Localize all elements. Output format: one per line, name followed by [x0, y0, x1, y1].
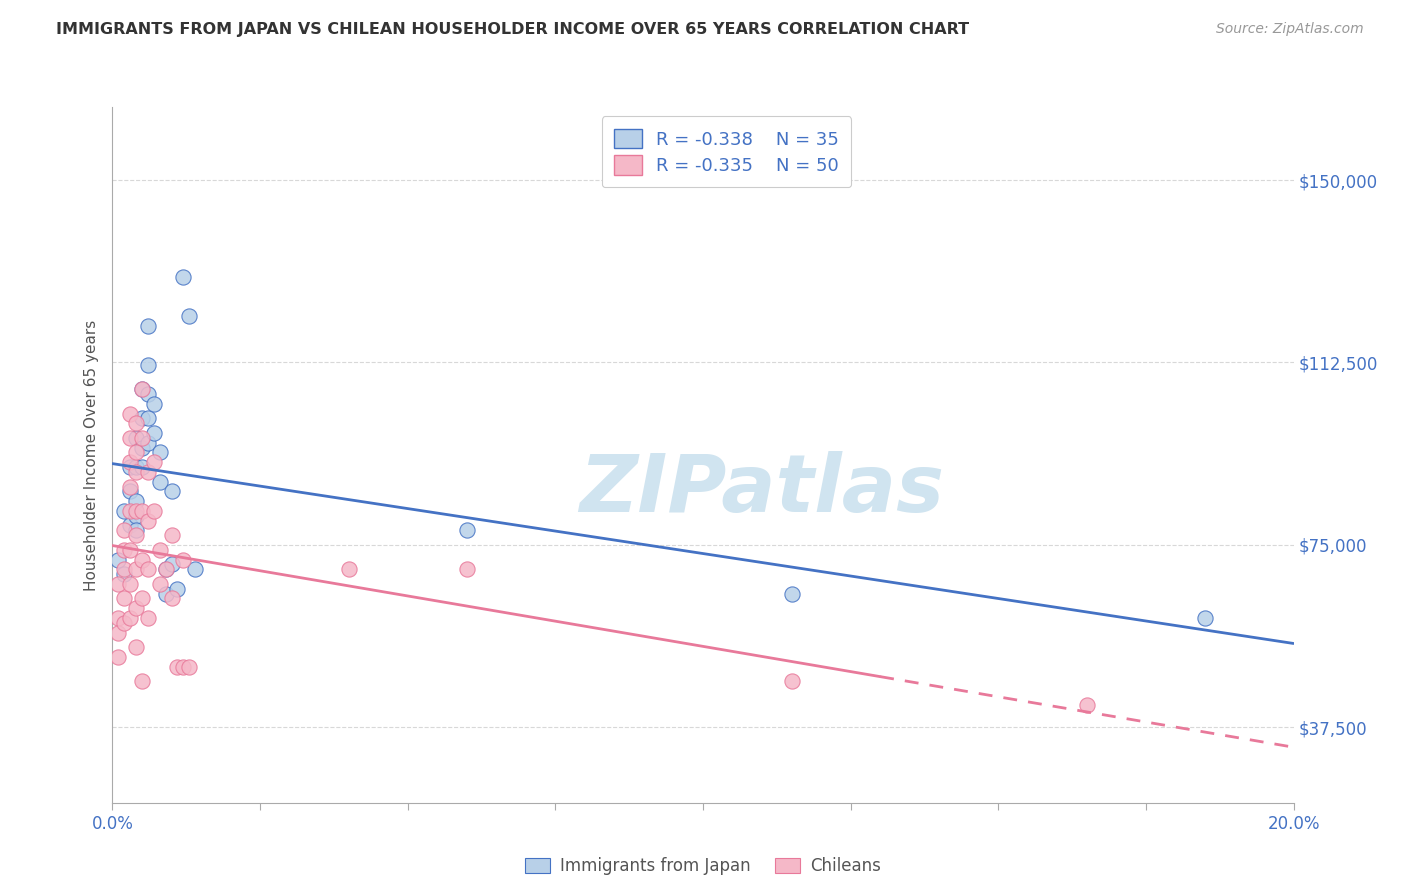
Point: [112, 524, 135, 538]
Point: [337, 562, 360, 576]
Text: ZIPatlas: ZIPatlas: [579, 450, 945, 529]
Point: [125, 601, 148, 615]
Point: [107, 625, 129, 640]
Point: [107, 552, 129, 566]
Point: [136, 514, 159, 528]
Point: [136, 562, 159, 576]
Point: [136, 435, 159, 450]
Point: [107, 649, 129, 664]
Point: [131, 504, 153, 518]
Point: [120, 460, 142, 475]
Point: [155, 586, 177, 600]
Point: [149, 542, 172, 557]
Point: [456, 524, 478, 538]
Point: [131, 382, 153, 396]
Point: [166, 582, 188, 596]
Point: [125, 508, 148, 523]
Point: [149, 475, 172, 489]
Point: [136, 358, 159, 372]
Point: [160, 591, 183, 606]
Point: [125, 494, 148, 508]
Point: [120, 431, 142, 445]
Point: [125, 460, 148, 475]
Point: [131, 591, 153, 606]
Point: [120, 479, 142, 493]
Point: [125, 562, 148, 576]
Point: [172, 552, 194, 566]
Point: [456, 562, 478, 576]
Point: [184, 562, 207, 576]
Point: [149, 445, 172, 459]
Point: [179, 659, 201, 673]
Point: [160, 484, 183, 499]
Point: [120, 455, 142, 469]
Point: [155, 562, 177, 576]
Legend: R = -0.338    N = 35, R = -0.335    N = 50: R = -0.338 N = 35, R = -0.335 N = 50: [602, 116, 852, 187]
Point: [172, 659, 194, 673]
Point: [136, 611, 159, 625]
Point: [142, 455, 165, 469]
Point: [142, 425, 165, 440]
Point: [166, 659, 188, 673]
Point: [120, 518, 142, 533]
Point: [120, 504, 142, 518]
Point: [120, 484, 142, 499]
Point: [1076, 698, 1098, 713]
Point: [780, 586, 803, 600]
Point: [131, 674, 153, 689]
Point: [131, 431, 153, 445]
Point: [107, 577, 129, 591]
Point: [131, 552, 153, 566]
Point: [112, 615, 135, 630]
Point: [125, 504, 148, 518]
Point: [136, 411, 159, 425]
Point: [125, 640, 148, 654]
Point: [172, 270, 194, 285]
Point: [160, 528, 183, 542]
Point: [125, 445, 148, 459]
Point: [112, 542, 135, 557]
Point: [112, 567, 135, 582]
Point: [120, 542, 142, 557]
Point: [149, 577, 172, 591]
Point: [131, 382, 153, 396]
Point: [125, 417, 148, 431]
Point: [142, 397, 165, 411]
Point: [112, 591, 135, 606]
Point: [107, 611, 129, 625]
Point: [112, 504, 135, 518]
Point: [125, 524, 148, 538]
Y-axis label: Householder Income Over 65 years: Householder Income Over 65 years: [84, 319, 100, 591]
Point: [131, 411, 153, 425]
Legend: Immigrants from Japan, Chileans: Immigrants from Japan, Chileans: [516, 849, 890, 884]
Point: [179, 310, 201, 324]
Point: [120, 407, 142, 421]
Point: [125, 465, 148, 479]
Point: [112, 562, 135, 576]
Point: [142, 504, 165, 518]
Point: [131, 460, 153, 475]
Text: IMMIGRANTS FROM JAPAN VS CHILEAN HOUSEHOLDER INCOME OVER 65 YEARS CORRELATION CH: IMMIGRANTS FROM JAPAN VS CHILEAN HOUSEHO…: [56, 22, 969, 37]
Point: [780, 674, 803, 689]
Point: [1194, 611, 1216, 625]
Point: [125, 528, 148, 542]
Point: [155, 562, 177, 576]
Point: [131, 441, 153, 455]
Point: [125, 431, 148, 445]
Point: [160, 558, 183, 572]
Point: [120, 611, 142, 625]
Point: [136, 318, 159, 333]
Point: [120, 577, 142, 591]
Point: [136, 387, 159, 401]
Point: [136, 465, 159, 479]
Text: Source: ZipAtlas.com: Source: ZipAtlas.com: [1216, 22, 1364, 37]
